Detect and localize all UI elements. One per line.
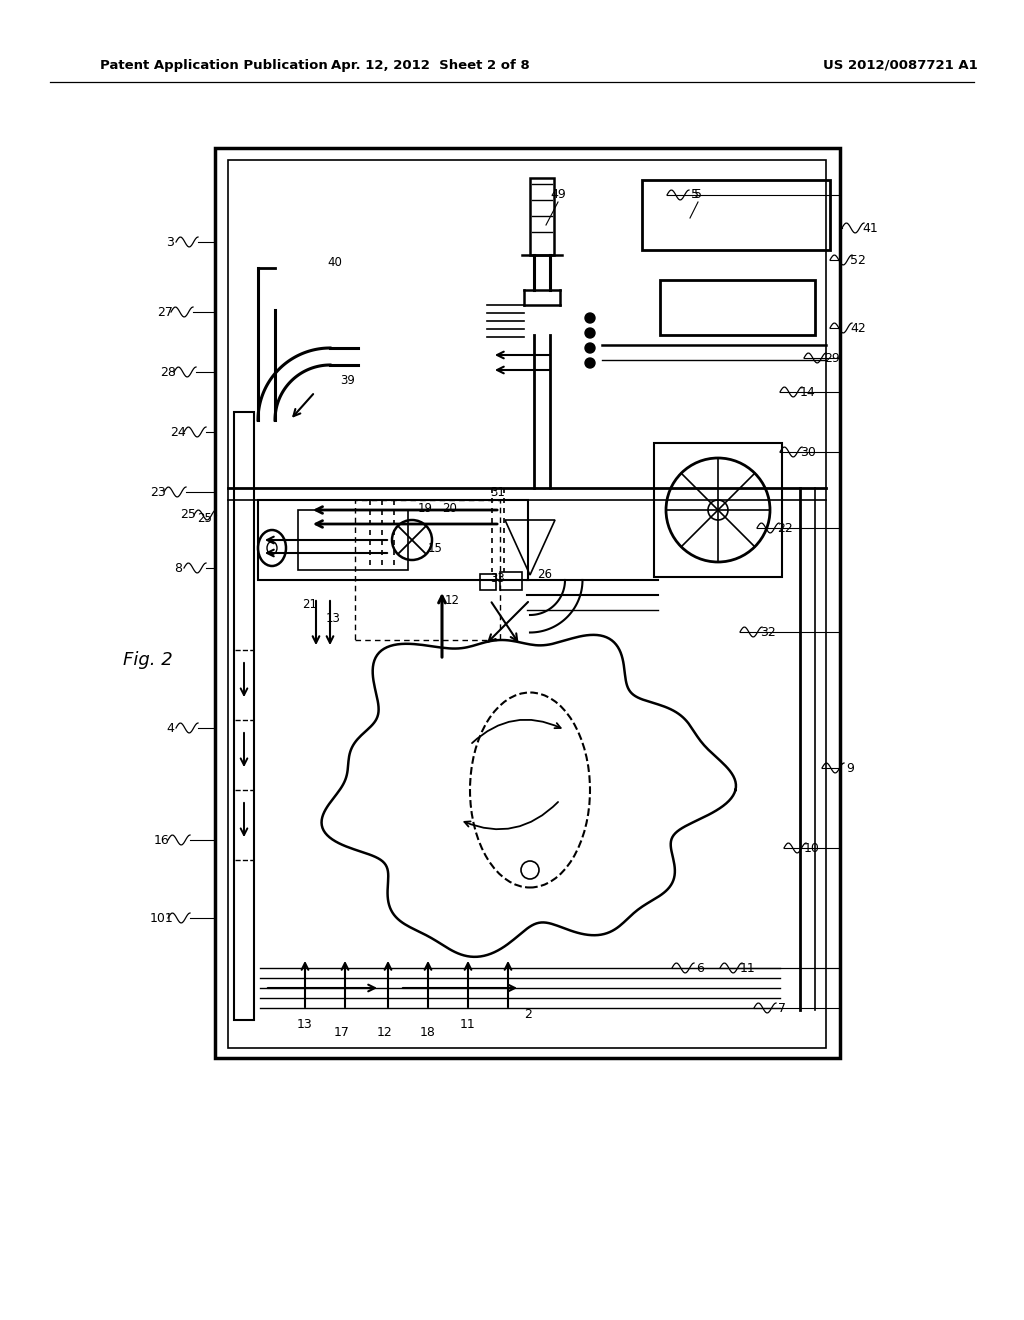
Bar <box>530 178 554 255</box>
Text: 11: 11 <box>460 1019 476 1031</box>
Text: 49: 49 <box>550 189 566 202</box>
Text: 5: 5 <box>691 189 699 202</box>
Text: 13: 13 <box>297 1019 313 1031</box>
Text: Apr. 12, 2012  Sheet 2 of 8: Apr. 12, 2012 Sheet 2 of 8 <box>331 58 529 71</box>
Text: 21: 21 <box>302 598 317 611</box>
Bar <box>215 148 840 1059</box>
Text: 2: 2 <box>524 1008 531 1022</box>
Text: 15: 15 <box>428 541 442 554</box>
Text: 13: 13 <box>326 611 340 624</box>
Text: 28: 28 <box>160 366 176 379</box>
Text: 31: 31 <box>490 486 506 499</box>
Text: 7: 7 <box>778 1002 786 1015</box>
Text: 4: 4 <box>166 722 174 734</box>
Bar <box>500 572 522 590</box>
Bar <box>228 160 826 1048</box>
Bar <box>258 500 528 579</box>
Text: 29: 29 <box>824 351 840 364</box>
Text: 26: 26 <box>538 569 553 582</box>
Bar <box>642 180 830 249</box>
Text: 9: 9 <box>846 762 854 775</box>
Text: 18: 18 <box>420 1026 436 1039</box>
Text: Fig. 2: Fig. 2 <box>123 651 173 669</box>
Text: 101: 101 <box>151 912 174 924</box>
Text: 20: 20 <box>442 502 458 515</box>
Bar <box>298 510 408 570</box>
Circle shape <box>585 343 595 352</box>
Text: 11: 11 <box>740 961 756 974</box>
Text: 16: 16 <box>155 833 170 846</box>
Text: 10: 10 <box>804 842 820 854</box>
Text: 30: 30 <box>800 446 816 458</box>
Text: 27: 27 <box>157 305 173 318</box>
Text: 12: 12 <box>444 594 460 606</box>
Text: US 2012/0087721 A1: US 2012/0087721 A1 <box>822 58 977 71</box>
Text: 22: 22 <box>777 521 793 535</box>
Text: 5: 5 <box>694 189 702 202</box>
Text: 32: 32 <box>760 626 776 639</box>
Text: 3: 3 <box>166 235 174 248</box>
Circle shape <box>585 313 595 323</box>
Text: Patent Application Publication: Patent Application Publication <box>100 58 328 71</box>
Text: 52: 52 <box>850 253 866 267</box>
Bar <box>654 444 782 577</box>
Text: 23: 23 <box>151 486 166 499</box>
Text: 24: 24 <box>170 425 186 438</box>
Text: 19: 19 <box>418 502 432 515</box>
Text: 8: 8 <box>174 561 182 574</box>
Text: 40: 40 <box>328 256 342 268</box>
Bar <box>480 574 496 590</box>
Text: 39: 39 <box>341 374 355 387</box>
Text: 25: 25 <box>180 508 196 521</box>
Bar <box>355 500 500 640</box>
Text: 17: 17 <box>334 1026 350 1039</box>
Text: 33: 33 <box>490 572 506 585</box>
Bar <box>660 280 815 335</box>
Text: 14: 14 <box>800 385 816 399</box>
Bar <box>234 412 254 1020</box>
Text: 25: 25 <box>198 511 212 524</box>
Circle shape <box>585 327 595 338</box>
Text: 42: 42 <box>850 322 866 334</box>
Circle shape <box>585 358 595 368</box>
Text: 41: 41 <box>862 222 878 235</box>
Text: 12: 12 <box>377 1026 393 1039</box>
Text: 6: 6 <box>696 961 703 974</box>
